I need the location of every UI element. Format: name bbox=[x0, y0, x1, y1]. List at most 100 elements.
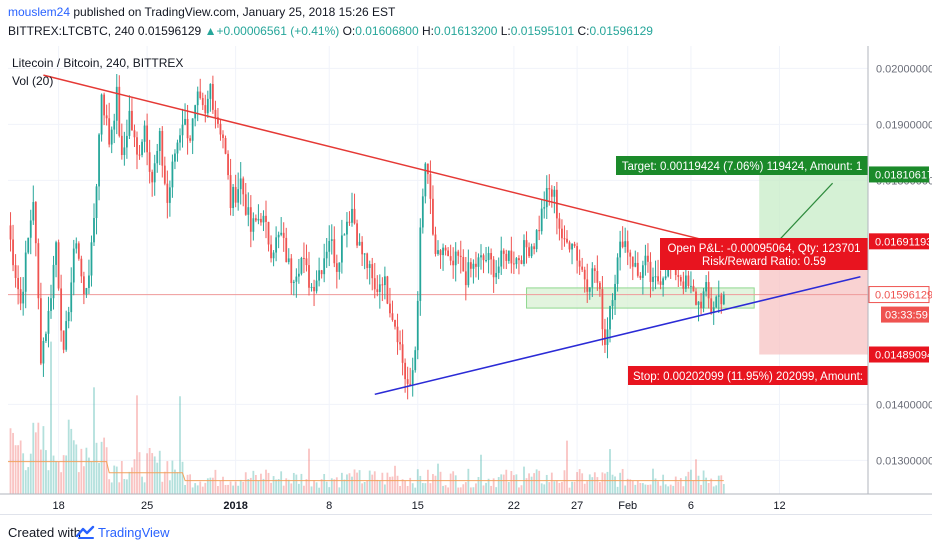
candle-body bbox=[333, 239, 336, 264]
candle-body bbox=[209, 83, 212, 99]
volume-bar bbox=[469, 487, 472, 494]
support-trend-line[interactable] bbox=[374, 275, 861, 396]
candle-body bbox=[85, 287, 88, 295]
volume-bar bbox=[641, 483, 644, 494]
volume-bar bbox=[568, 487, 571, 494]
volume-bar bbox=[330, 478, 333, 494]
volume-bar bbox=[82, 466, 85, 494]
volume-bar bbox=[214, 469, 217, 494]
candle-body bbox=[614, 283, 616, 301]
volume-bar bbox=[528, 473, 530, 494]
volume-bar bbox=[598, 482, 601, 494]
volume-bar bbox=[62, 455, 65, 494]
volume-bar bbox=[168, 480, 171, 494]
volume-bar bbox=[17, 445, 20, 494]
publish-header: mouslem24 published on TradingView.com, … bbox=[0, 0, 932, 46]
volume-bar bbox=[50, 341, 52, 494]
volume-bar bbox=[333, 479, 336, 494]
candle-body bbox=[439, 250, 442, 256]
volume-bar bbox=[616, 486, 619, 494]
candle-body bbox=[475, 263, 477, 267]
candle-body bbox=[530, 246, 533, 257]
volume-bar bbox=[593, 472, 596, 494]
price-tag-text: 0.01810617 bbox=[875, 169, 932, 181]
volume-bar bbox=[171, 460, 174, 494]
volume-bar bbox=[604, 473, 606, 494]
volume-bar bbox=[12, 432, 14, 494]
tradingview-brand[interactable]: TradingView bbox=[98, 525, 170, 540]
candle-body bbox=[287, 258, 290, 263]
candle-body bbox=[143, 125, 146, 142]
stop-label: Stop: 0.00202099 (11.95%) 202099, Amount… bbox=[628, 366, 868, 385]
candle-body bbox=[249, 207, 252, 232]
volume-bar bbox=[265, 469, 267, 494]
candle-body bbox=[687, 275, 690, 286]
symbol-line: BITTREX:LTCBTC, 240 0.01596129 ▲+0.00006… bbox=[8, 24, 653, 38]
author-link[interactable]: mouslem24 bbox=[8, 5, 71, 19]
volume-bar bbox=[512, 475, 515, 494]
volume-bar bbox=[105, 447, 108, 494]
x-tick-label: 2018 bbox=[223, 500, 247, 512]
volume-bar bbox=[131, 467, 133, 494]
volume-bar bbox=[669, 484, 672, 494]
symbol-name: BITTREX:LTCBTC, 240 bbox=[8, 24, 135, 38]
candle-body bbox=[55, 242, 57, 265]
open-label: O: bbox=[342, 24, 356, 38]
volume-bar bbox=[535, 469, 538, 494]
volume-bar bbox=[310, 486, 313, 494]
volume-bar bbox=[533, 473, 536, 494]
candle-body bbox=[376, 289, 379, 292]
tradingview-logo-icon[interactable] bbox=[76, 524, 96, 540]
volume-bar bbox=[682, 486, 685, 494]
candle-body bbox=[462, 257, 465, 272]
volume-bar bbox=[189, 474, 192, 494]
volume-bar bbox=[260, 473, 262, 494]
resistance-trend-line[interactable] bbox=[43, 74, 818, 270]
volume-bar bbox=[85, 447, 88, 494]
candle-body bbox=[540, 208, 543, 232]
volume-bar bbox=[343, 479, 346, 494]
volume-bar bbox=[477, 477, 480, 494]
volume-bar bbox=[679, 478, 682, 494]
volume-bar bbox=[151, 453, 154, 494]
volume-bar bbox=[211, 477, 214, 494]
candle-body bbox=[335, 263, 338, 272]
candle-body bbox=[449, 256, 452, 261]
candle-body bbox=[174, 153, 176, 162]
candle-body bbox=[115, 86, 118, 121]
volume-bar bbox=[545, 474, 548, 494]
candle-body bbox=[300, 257, 303, 274]
candle-body bbox=[563, 238, 566, 240]
candle-body bbox=[616, 257, 619, 284]
published-text: published on TradingView.com, January 25… bbox=[73, 5, 396, 19]
volume-bar bbox=[649, 484, 652, 494]
candle-body bbox=[24, 252, 27, 292]
x-tick-label: 25 bbox=[141, 500, 153, 512]
price-tag-bg bbox=[869, 233, 929, 250]
volume-bar bbox=[657, 481, 659, 494]
candle-body bbox=[558, 218, 561, 229]
volume-bar bbox=[672, 485, 675, 494]
candle-body bbox=[634, 262, 637, 267]
candle-body bbox=[227, 153, 229, 176]
x-tick-label: 15 bbox=[412, 500, 424, 512]
volume-bar bbox=[254, 474, 257, 494]
candle-body bbox=[138, 154, 141, 156]
volume-bar bbox=[505, 469, 508, 494]
volume-bar bbox=[426, 469, 429, 494]
candle-body bbox=[434, 234, 437, 254]
price-chart[interactable]: Target: 0.00119424 (7.06%) 119424, Amoun… bbox=[0, 46, 932, 514]
volume-bar bbox=[270, 482, 272, 494]
candle-body bbox=[110, 129, 113, 145]
candle-body bbox=[308, 265, 310, 288]
chart-area[interactable]: Target: 0.00119424 (7.06%) 119424, Amoun… bbox=[0, 46, 932, 514]
volume-bar bbox=[394, 465, 396, 494]
volume-bar bbox=[485, 482, 487, 494]
candle-body bbox=[652, 276, 654, 282]
volume-bar bbox=[502, 474, 505, 494]
candle-body bbox=[432, 198, 434, 235]
candle-body bbox=[19, 289, 22, 304]
candle-body bbox=[297, 273, 300, 277]
candle-body bbox=[512, 263, 515, 265]
volume-bar bbox=[37, 422, 40, 494]
